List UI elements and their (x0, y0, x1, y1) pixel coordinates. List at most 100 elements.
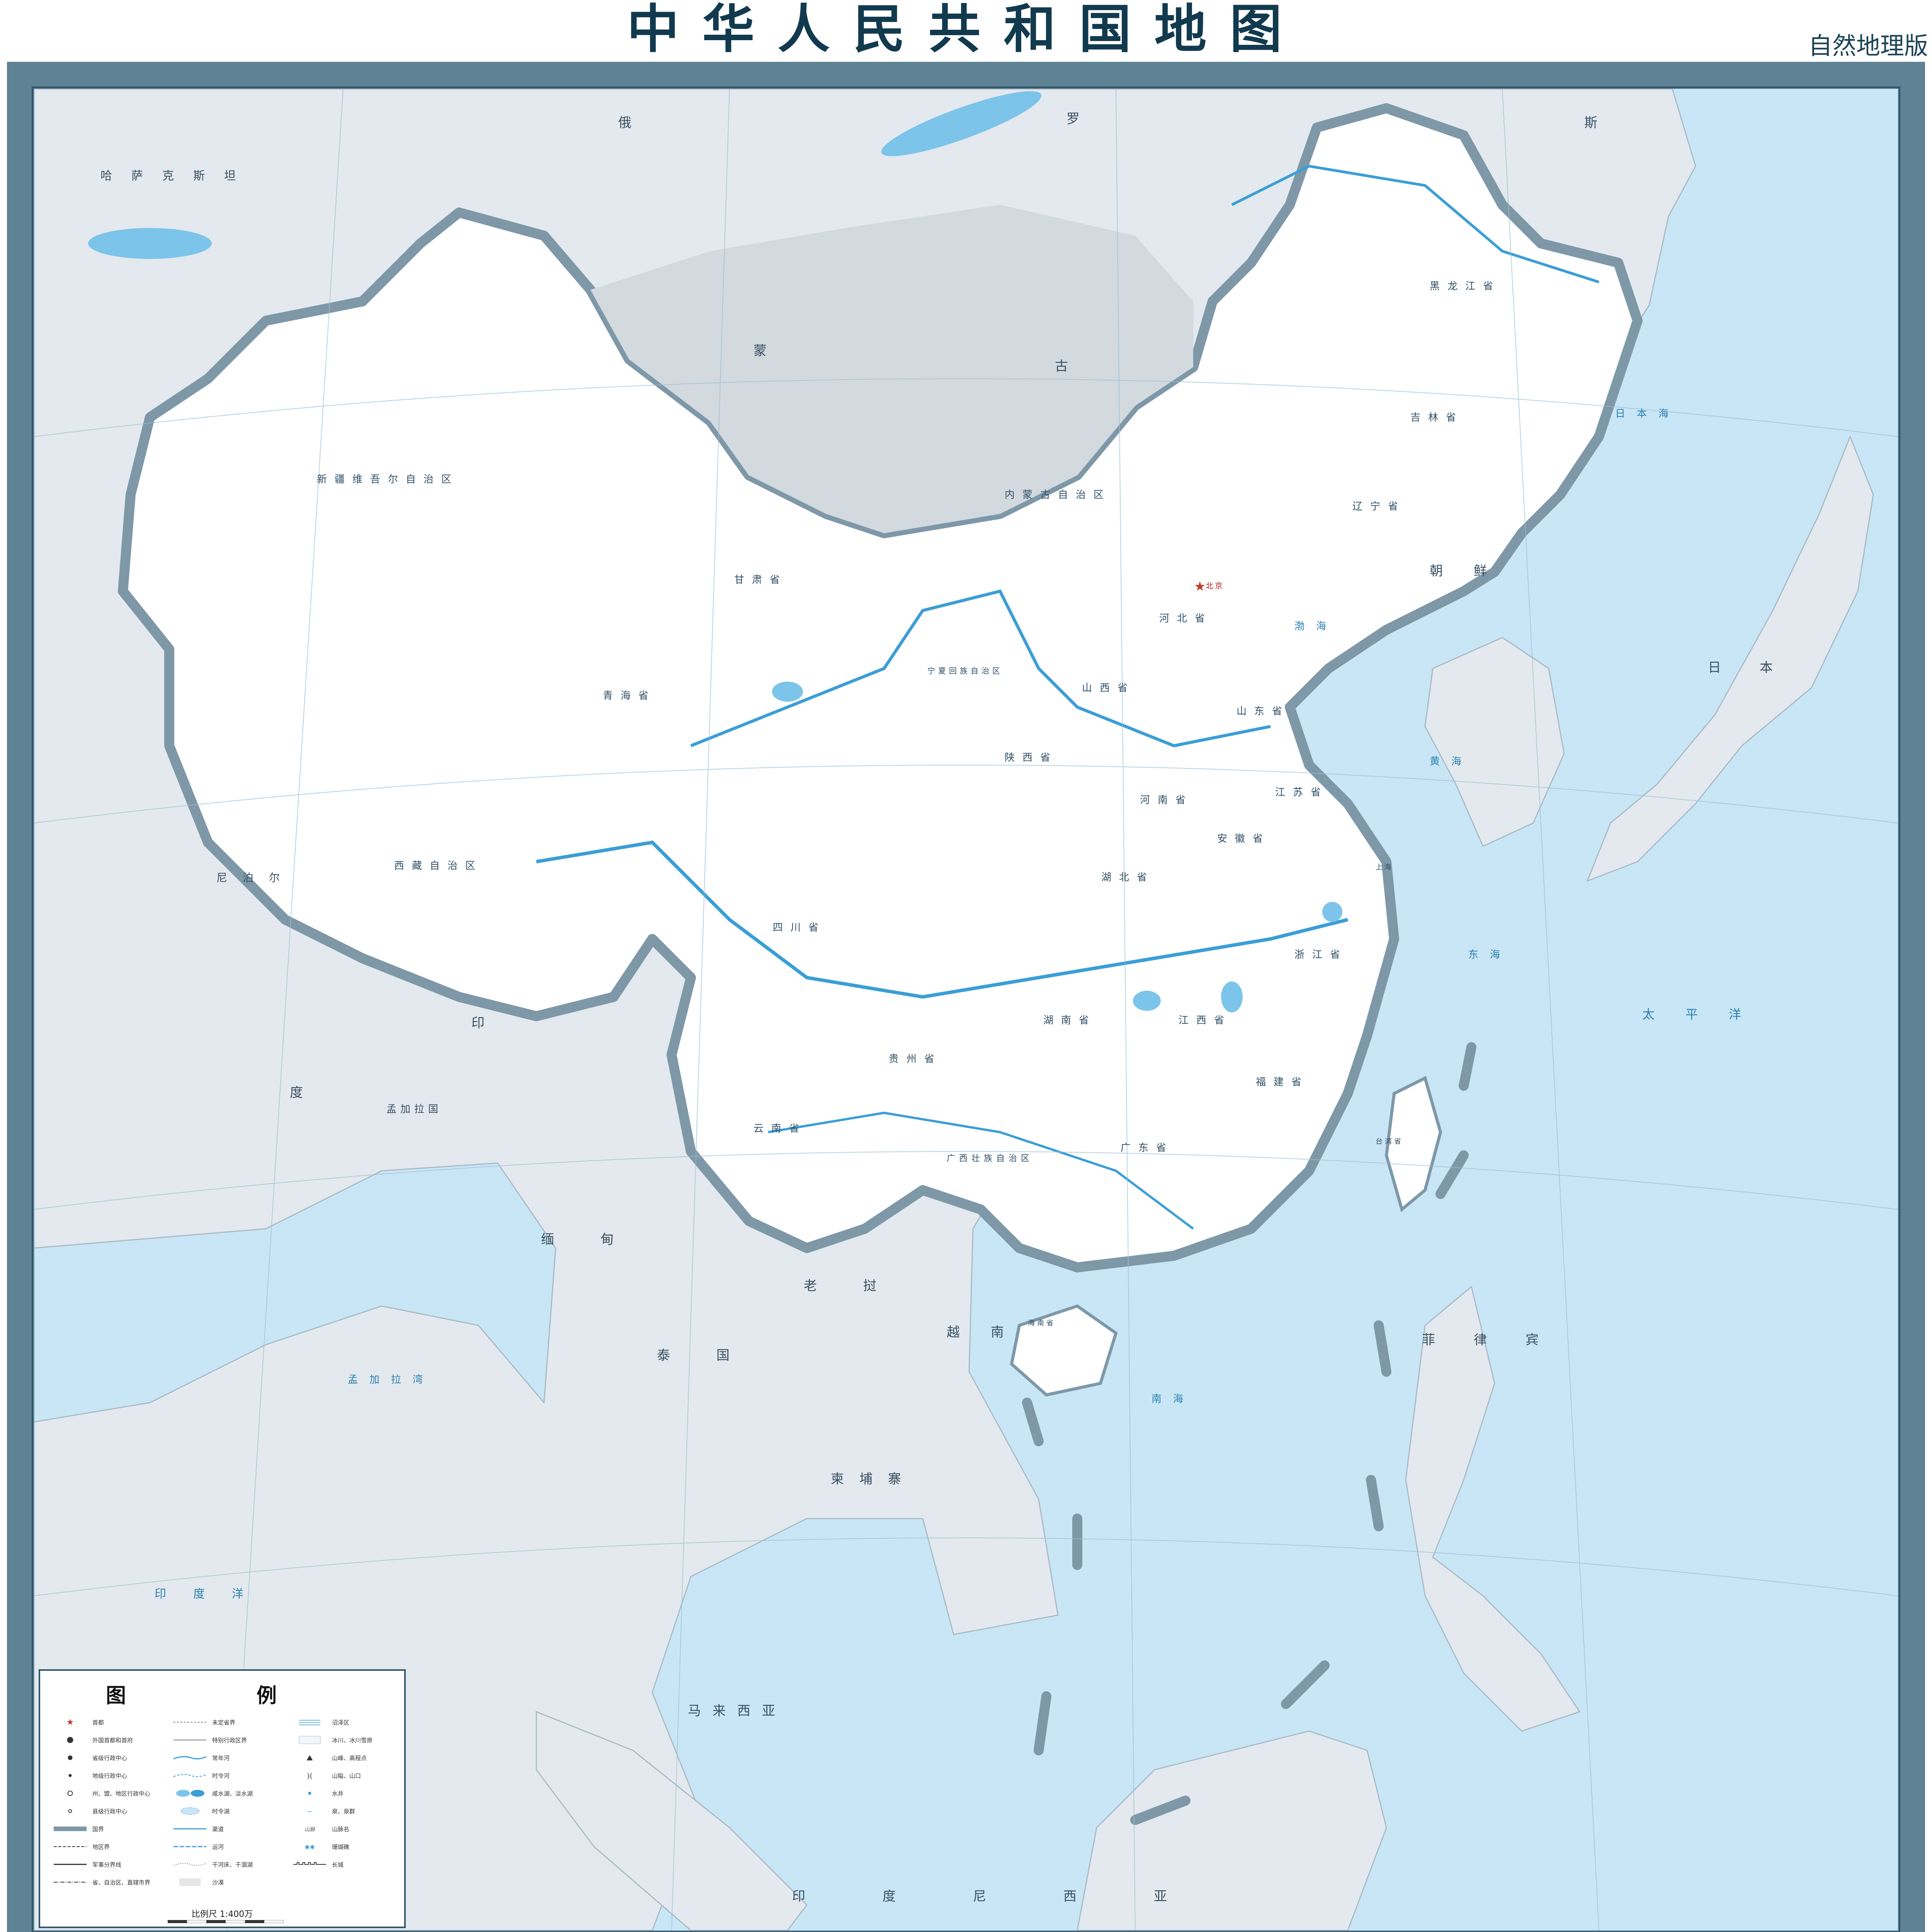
label-hainan: 海南省 (1028, 1319, 1056, 1327)
legend-item: 干河床、干涸湖 (172, 1855, 287, 1873)
label-philippines: 菲律宾 (1422, 1332, 1577, 1348)
legend-item: 时令河 (172, 1767, 287, 1784)
legend-item: 军事分界线 (52, 1855, 168, 1873)
legend-item-label: 山峰、高程点 (332, 1754, 367, 1762)
label-jiangsu: 江苏省 (1275, 787, 1329, 798)
map-title: 中华人民共和国地图 (627, 0, 1305, 60)
line-military-icon (52, 1859, 88, 1870)
legend-item-label: 水井 (332, 1790, 344, 1797)
label-donghai: 东海 (1468, 949, 1512, 961)
label-guangdong: 广东省 (1121, 1142, 1174, 1154)
mongolia-region (590, 205, 1193, 533)
pass-icon: )( (291, 1770, 328, 1781)
label-japan: 日本 (1708, 660, 1811, 675)
label-shanghai: 上海 (1376, 863, 1393, 871)
hainan-island (1010, 1304, 1118, 1397)
dot-small-icon (52, 1770, 88, 1781)
svg-text:山脉: 山脉 (304, 1827, 316, 1833)
label-mongolia-2: 古 (1055, 359, 1099, 374)
yellow-river (690, 589, 1271, 748)
legend-item: ∽ 泉、泉群 (291, 1802, 407, 1820)
legend-item: 时令湖 (172, 1802, 287, 1820)
river-icon (172, 1752, 208, 1764)
label-shandong: 山东省 (1236, 706, 1290, 717)
legend-item: 地区界 (52, 1838, 168, 1855)
label-anhui: 安徽省 (1217, 833, 1271, 845)
legend-item-label: 省、自治区、直辖市界 (92, 1879, 151, 1886)
legend-item-label: 珊瑚礁 (332, 1843, 350, 1850)
dry-river-icon (172, 1859, 208, 1870)
legend-item-label: 县级行政中心 (92, 1808, 128, 1815)
line-dash-thin-icon (172, 1716, 208, 1728)
legend-item-label: 渠道 (212, 1825, 224, 1833)
dongting-lake (1133, 991, 1161, 1011)
legend-item: 山脉 山脉名 (291, 1820, 407, 1838)
legend-item-label: 军事分界线 (92, 1861, 122, 1868)
star-icon: ★ (52, 1716, 88, 1728)
label-riben-hai: 日本海 (1615, 408, 1680, 420)
legend-item-label: 时令河 (212, 1772, 230, 1779)
label-russia-3: 斯 (1584, 115, 1628, 131)
legend-item-label: 长城 (332, 1861, 344, 1868)
legend-item: 国界 (52, 1820, 168, 1838)
legend-item: 外国首都和首府 (52, 1731, 168, 1749)
label-mongolia-1: 蒙 (753, 343, 798, 359)
legend-item: 县级行政中心 (52, 1802, 168, 1820)
label-india-1: 印 (471, 1015, 515, 1031)
legend-item-label: 山脉名 (332, 1825, 350, 1833)
pearl-river (768, 1111, 1194, 1230)
label-taiwan: 台湾省 (1376, 1138, 1403, 1146)
legend-item: 地级行政中心 (52, 1767, 168, 1784)
nine-dash-line (1022, 1042, 1476, 1825)
circle-small-icon (52, 1805, 88, 1817)
legend-item-label: 咸水湖、淡水湖 (212, 1790, 253, 1797)
well-icon (291, 1787, 328, 1799)
label-heilongjiang: 黑龙江省 (1430, 281, 1501, 292)
label-shanxi: 山西省 (1082, 682, 1136, 694)
legend-item-label: 沙漠 (212, 1879, 224, 1886)
yangtze-river (536, 840, 1349, 999)
label-laos: 老挝 (804, 1278, 923, 1294)
canal-icon (172, 1823, 208, 1835)
label-guangxi: 广西壮族自治区 (947, 1154, 1034, 1163)
baikal-lake (881, 91, 1042, 156)
neighbor-philippines (1405, 1286, 1581, 1732)
neighbor-korea (1424, 637, 1565, 847)
legend-item-label: 地级行政中心 (92, 1772, 128, 1779)
scale-bar (168, 1920, 284, 1923)
label-sichuan: 四川省 (773, 922, 827, 934)
legend-item: 水井 (291, 1784, 407, 1802)
canal-dash-icon (172, 1841, 208, 1852)
label-bengal: 孟加拉湾 (348, 1374, 435, 1386)
legend-item-label: 国界 (92, 1825, 104, 1833)
peak-icon (291, 1752, 328, 1764)
label-pacific: 太平洋 (1642, 1007, 1772, 1022)
label-henan: 河南省 (1140, 794, 1194, 806)
circle-icon (52, 1787, 88, 1799)
legend-item: 咸水湖、淡水湖 (172, 1784, 287, 1802)
border-national-icon (52, 1823, 88, 1835)
legend-item-label: 省级行政中心 (92, 1754, 128, 1762)
legend-item: 沼泽区 (291, 1713, 407, 1731)
label-vietnam: 越南 (947, 1325, 1035, 1340)
edition-label: 自然地理版 (1808, 32, 1928, 60)
label-qinghai: 青海省 (603, 690, 656, 702)
label-bangladesh: 孟加拉国 (386, 1104, 442, 1115)
legend-item-label: 沼泽区 (332, 1719, 350, 1726)
label-gansu: 甘肃省 (734, 574, 788, 586)
taiwan-island (1384, 1076, 1442, 1213)
taihu-lake (1322, 902, 1342, 922)
label-beijing: 北京 (1206, 581, 1224, 590)
legend-item: 山峰、高程点 (291, 1749, 407, 1767)
legend-item-label: 时令湖 (212, 1808, 230, 1815)
neighbor-japan (1586, 435, 1874, 882)
legend-item: ✱✱ 珊瑚礁 (291, 1838, 407, 1855)
legend-column-1: ★ 首都 外国首都和首府 省级行政中心 地级行政中心 州、盟、地区行政中心 县级行政中心 国界… (52, 1713, 168, 1891)
legend-item: 长城 (291, 1855, 407, 1873)
svg-text:∽: ∽ (307, 1808, 313, 1816)
lake-season-icon (172, 1805, 208, 1817)
label-india-2: 度 (290, 1085, 334, 1100)
svg-text:)(: )( (307, 1772, 313, 1780)
greatwall-icon (291, 1859, 328, 1870)
